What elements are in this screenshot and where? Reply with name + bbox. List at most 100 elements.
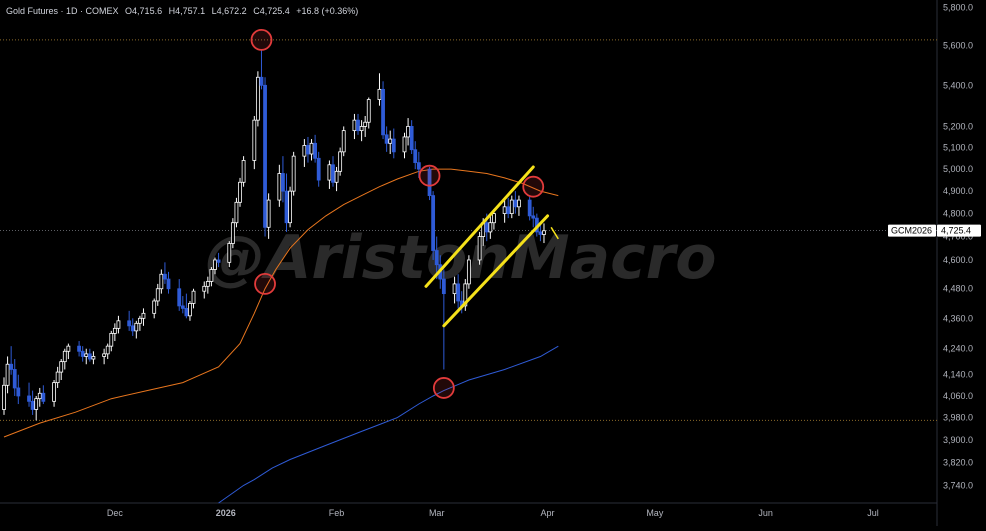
candle-down	[427, 168, 432, 196]
candle-up	[188, 303, 192, 317]
watermark-text: @AristonMacro	[205, 223, 717, 293]
candle-up	[363, 121, 368, 127]
candle-up	[116, 320, 121, 329]
candle-down	[531, 215, 536, 219]
candle-up	[105, 345, 110, 355]
candle-down	[391, 138, 396, 153]
candle-up	[62, 350, 67, 363]
candle-down	[9, 363, 14, 370]
candle-up	[542, 230, 546, 235]
candle-up	[152, 300, 157, 314]
candle-up	[234, 201, 239, 224]
price-tick-label: 4,800.0	[943, 209, 973, 219]
highlight-circle	[432, 377, 455, 399]
price-tick-label: 5,600.0	[943, 41, 973, 51]
highlight-circle	[250, 28, 273, 51]
moving-average-short-line	[3, 168, 559, 438]
candle-down	[384, 134, 389, 144]
candle-down	[87, 353, 92, 360]
open-value: O4,715.6	[125, 6, 163, 16]
highlight-circle	[254, 272, 276, 295]
candle-up	[341, 130, 346, 153]
candle-down	[506, 206, 511, 215]
price-tick-label: 3,900.0	[943, 435, 973, 445]
candle-up	[309, 142, 314, 155]
candle-down	[456, 283, 461, 302]
candle-up	[488, 222, 493, 233]
price-tick-label: 3,740.0	[943, 480, 973, 490]
candle-up	[452, 283, 457, 295]
price-tick-label: 4,060.0	[943, 391, 973, 401]
candle-down	[30, 400, 35, 410]
last-price-label: 4,725.4	[941, 226, 971, 236]
candle-up	[291, 155, 296, 192]
candle-down	[441, 278, 446, 295]
candle-up	[388, 138, 393, 144]
moving-average-long-line	[218, 345, 559, 504]
symbol-label: Gold Futures · 1D · COMEX	[6, 6, 119, 16]
price-tick-label: 4,480.0	[943, 284, 973, 294]
candle-down	[316, 157, 321, 181]
candle-down	[413, 149, 418, 164]
candle-down	[313, 142, 318, 159]
candle-up	[55, 371, 60, 384]
candle-down	[127, 320, 132, 327]
candle-down	[41, 392, 46, 402]
candle-up	[5, 363, 10, 386]
candle-down	[16, 387, 21, 397]
candle-up	[366, 99, 371, 123]
candle-up	[359, 126, 364, 132]
candle-up	[59, 361, 64, 373]
candle-up	[109, 333, 114, 347]
candle-up	[266, 199, 271, 228]
candle-up	[141, 312, 146, 319]
candle-down	[409, 126, 414, 151]
price-tick-label: 4,600.0	[943, 255, 973, 265]
candle-up	[2, 384, 6, 410]
candle-up	[134, 322, 139, 332]
candle-up	[502, 206, 507, 215]
time-tick-label: Apr	[541, 508, 555, 518]
candle-down	[27, 395, 31, 402]
candle-down	[216, 259, 221, 263]
time-tick-label: May	[646, 508, 664, 518]
candle-up	[252, 119, 257, 161]
highlight-circle	[418, 164, 441, 187]
candle-down	[166, 278, 171, 290]
candle-up	[66, 345, 71, 352]
candle-down	[484, 222, 489, 233]
candle-down	[416, 162, 421, 170]
price-tick-label: 4,240.0	[943, 344, 973, 354]
candle-up	[238, 181, 242, 203]
candle-down	[284, 190, 289, 224]
candle-down	[356, 119, 360, 132]
candle-down	[538, 231, 543, 235]
highlight-circle	[522, 175, 545, 198]
ticker-tag-label: GCM2026	[891, 226, 932, 236]
price-tick-label: 5,400.0	[943, 80, 973, 90]
candle-up	[406, 126, 410, 138]
candle-up	[205, 281, 210, 287]
candle-down	[163, 273, 167, 280]
time-tick-label: Mar	[429, 508, 445, 518]
chart-header: Gold Futures · 1D · COMEX O4,715.6 H4,75…	[6, 6, 362, 16]
candle-down	[80, 350, 85, 357]
candle-down	[527, 199, 532, 217]
candle-down	[12, 369, 17, 389]
time-tick-label: Jul	[867, 508, 879, 518]
channel-trendline	[424, 165, 535, 288]
channel-trendline	[442, 214, 550, 328]
candle-up	[227, 243, 232, 263]
candle-up	[91, 356, 96, 360]
price-tick-label: 3,980.0	[943, 413, 973, 423]
candle-up	[209, 269, 214, 282]
close-value: C4,725.4	[253, 6, 290, 16]
candle-up	[213, 259, 217, 270]
candle-up	[277, 173, 282, 201]
candle-up	[155, 288, 160, 302]
candle-up	[402, 136, 407, 153]
candle-up	[334, 170, 339, 183]
